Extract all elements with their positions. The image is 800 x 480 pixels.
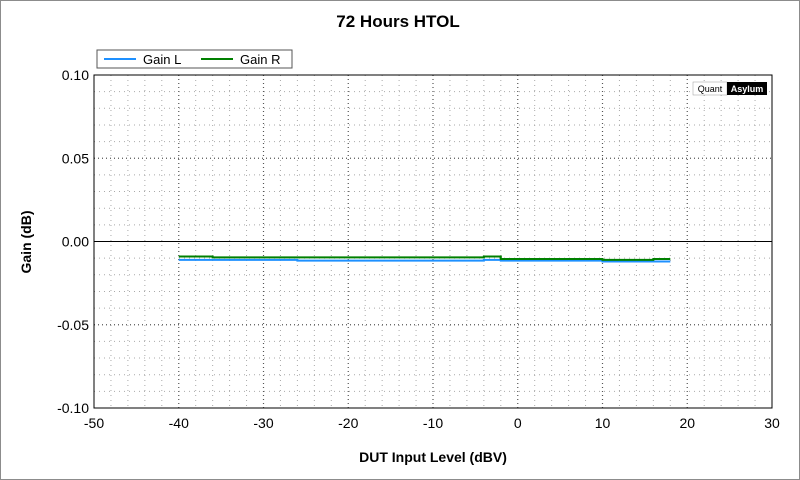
series-group xyxy=(178,255,671,263)
x-tick-label: -40 xyxy=(169,415,189,431)
y-tick-label: 0.05 xyxy=(62,150,89,166)
quantasylum-logo: Quant Asylum xyxy=(692,81,767,96)
x-tick-label: -20 xyxy=(338,415,358,431)
y-tick-label: 0.00 xyxy=(62,234,89,250)
y-tick-label: -0.10 xyxy=(57,400,89,416)
logo-right-text: Asylum xyxy=(731,84,764,94)
x-tick-label: -30 xyxy=(253,415,273,431)
x-tick-label: 10 xyxy=(595,415,611,431)
legend[interactable]: Gain L Gain R xyxy=(96,49,293,69)
y-tick-label: 0.10 xyxy=(62,67,89,83)
legend-box xyxy=(96,49,293,69)
tick-labels: -50 -40 -30 -20 -10 0 10 20 30 0.10 0.05 0.00 -0.05 -… xyxy=(57,67,780,431)
legend-label-gain-l[interactable]: Gain L xyxy=(143,52,181,67)
chart-title: 72 Hours HTOL xyxy=(336,12,459,31)
logo-left-text: Quant xyxy=(698,84,723,94)
series-line-gain-l[interactable] xyxy=(178,258,671,263)
logo-right-box xyxy=(727,82,767,95)
x-tick-label: 20 xyxy=(679,415,695,431)
x-tick-label: -10 xyxy=(423,415,443,431)
x-tick-label: 30 xyxy=(764,415,780,431)
x-tick-label: -50 xyxy=(84,415,104,431)
series-line-gain-r[interactable] xyxy=(178,255,671,261)
y-axis-label: Gain (dB) xyxy=(18,211,34,274)
x-axis-label: DUT Input Level (dBV) xyxy=(359,449,507,465)
x-tick-label: 0 xyxy=(514,415,522,431)
legend-label-gain-r[interactable]: Gain R xyxy=(240,52,280,67)
y-tick-label: -0.05 xyxy=(57,317,89,333)
